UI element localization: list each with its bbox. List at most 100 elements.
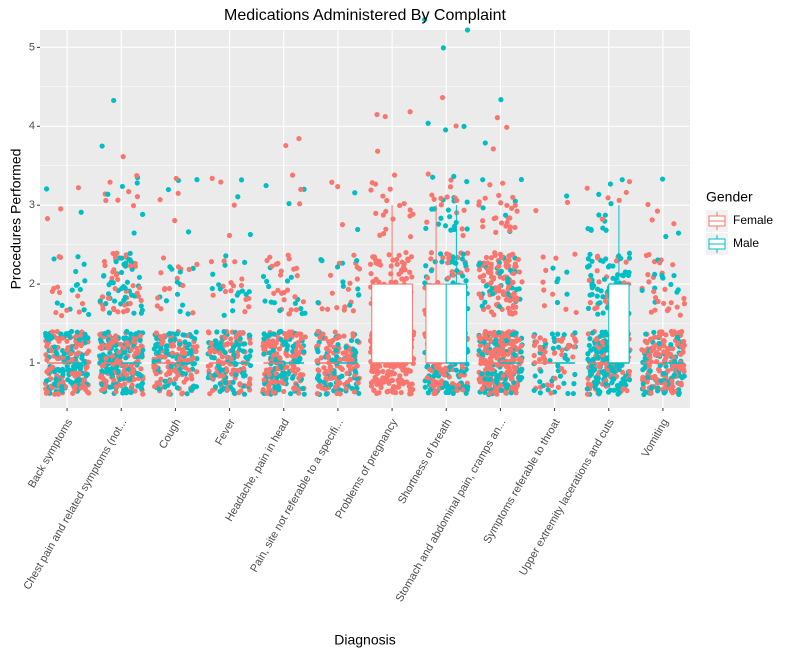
point [550, 291, 556, 297]
point [123, 355, 129, 361]
point [430, 174, 436, 180]
point [166, 285, 173, 292]
point [219, 387, 225, 393]
point [494, 391, 500, 397]
point [559, 366, 565, 372]
point [595, 387, 601, 393]
point [541, 356, 548, 362]
point [510, 302, 516, 309]
point [153, 371, 159, 377]
point [657, 362, 663, 369]
point [228, 336, 234, 342]
point [394, 256, 400, 263]
point [508, 347, 514, 354]
point [179, 302, 186, 308]
point [561, 380, 567, 386]
point [242, 309, 248, 315]
point [317, 378, 323, 384]
point [648, 309, 654, 315]
point [79, 341, 85, 347]
point [217, 350, 223, 356]
point [120, 309, 127, 315]
point [53, 309, 59, 316]
point [212, 384, 219, 390]
point [128, 363, 134, 369]
point [344, 370, 350, 376]
point [247, 362, 254, 369]
point [127, 300, 133, 307]
box [608, 283, 630, 364]
point [173, 175, 179, 182]
point [224, 387, 230, 393]
point [367, 261, 374, 267]
point [491, 329, 497, 335]
point [538, 368, 544, 374]
point [537, 344, 543, 351]
point [542, 337, 548, 344]
point [340, 283, 346, 289]
point [589, 285, 595, 291]
point [387, 186, 393, 192]
point [461, 207, 467, 213]
point [376, 279, 382, 285]
point [61, 359, 67, 365]
point [584, 386, 590, 392]
point [380, 368, 386, 375]
point [369, 366, 376, 372]
legend-label: Male [733, 236, 759, 250]
point [531, 352, 537, 359]
point [273, 370, 279, 377]
point [661, 390, 667, 396]
point [354, 276, 360, 282]
point [332, 329, 338, 335]
point [449, 269, 455, 275]
point [554, 279, 560, 285]
point [572, 330, 578, 336]
point [136, 274, 143, 280]
point [461, 123, 467, 129]
point [570, 390, 576, 397]
point [596, 279, 602, 285]
point [371, 387, 377, 393]
point [227, 361, 233, 367]
point [125, 342, 131, 348]
point [167, 264, 173, 270]
point [401, 277, 407, 283]
point [476, 202, 482, 208]
point [184, 391, 190, 397]
point [518, 343, 524, 349]
point [443, 382, 449, 388]
point [116, 349, 122, 355]
point [218, 179, 224, 185]
point [186, 367, 192, 373]
point [594, 253, 601, 259]
point [44, 216, 51, 222]
point [172, 336, 178, 342]
point [564, 269, 570, 275]
point [286, 311, 292, 317]
point [326, 348, 332, 354]
point [541, 287, 547, 293]
point [292, 384, 298, 390]
point [54, 335, 60, 341]
point [626, 377, 633, 383]
point [542, 349, 548, 355]
boxes [46, 205, 684, 364]
point [572, 336, 578, 342]
point [217, 366, 223, 372]
point [608, 364, 615, 371]
point [671, 363, 677, 369]
point [193, 329, 199, 335]
point [287, 391, 294, 397]
point [319, 306, 325, 312]
point [665, 368, 671, 374]
point [584, 391, 591, 397]
point [54, 351, 60, 357]
point [511, 270, 517, 276]
point [121, 381, 128, 387]
point [194, 261, 200, 267]
point [651, 329, 657, 335]
point [314, 346, 320, 353]
point [194, 369, 200, 375]
point [616, 366, 622, 373]
